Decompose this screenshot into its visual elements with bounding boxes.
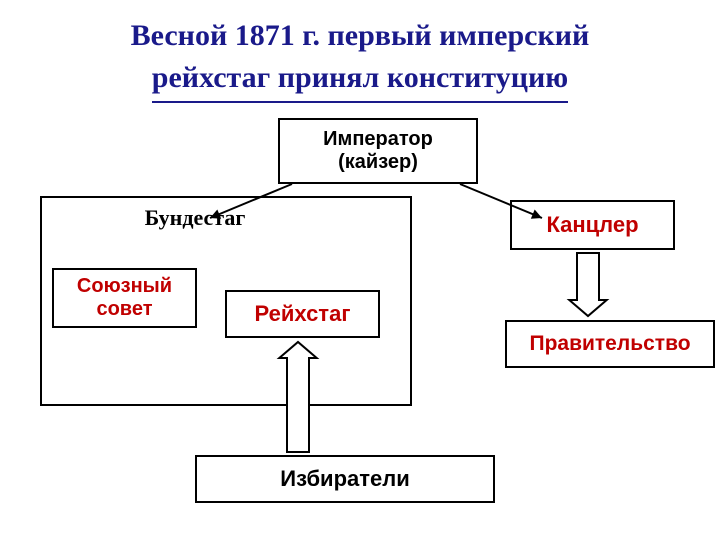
node-voters-label: Избиратели [280, 466, 410, 492]
node-union-council-label: Союзныйсовет [77, 275, 172, 321]
diagram-title: Весной 1871 г. первый имперский рейхстаг… [0, 0, 720, 103]
title-line-1: Весной 1871 г. первый имперский [0, 15, 720, 57]
node-bundestag: Бундестаг [130, 205, 260, 235]
node-bundestag-label: Бундестаг [145, 205, 246, 230]
node-emperor: Император(кайзер) [278, 118, 478, 184]
node-government-label: Правительство [529, 332, 690, 356]
node-union-council: Союзныйсовет [52, 268, 197, 328]
node-chancellor-label: Канцлер [546, 212, 638, 238]
title-line-2: рейхстаг принял конституцию [152, 57, 568, 103]
node-government: Правительство [505, 320, 715, 368]
node-reichstag-label: Рейхстаг [255, 301, 351, 327]
node-reichstag: Рейхстаг [225, 290, 380, 338]
node-emperor-label: Император(кайзер) [323, 128, 433, 174]
node-voters: Избиратели [195, 455, 495, 503]
node-chancellor: Канцлер [510, 200, 675, 250]
